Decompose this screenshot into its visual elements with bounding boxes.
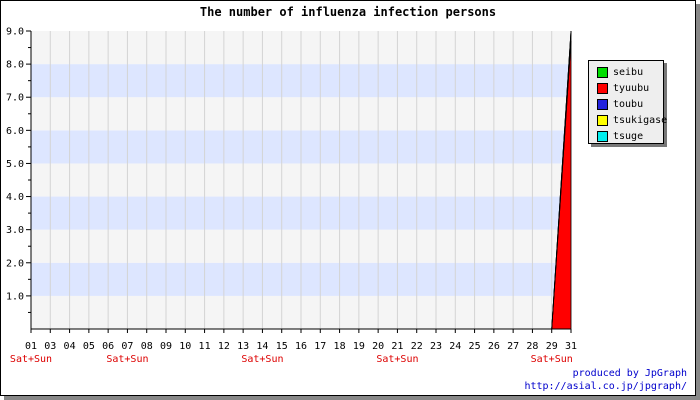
y-tick-label: 8.0 xyxy=(6,60,24,71)
x-tick-label: 04 xyxy=(64,341,76,352)
credit: produced by JpGraph http://asial.co.jp/j… xyxy=(524,367,687,393)
x-tick-label: 09 xyxy=(160,341,172,352)
x-tick-label: 23 xyxy=(430,341,442,352)
weekend-label: Sat+Sun xyxy=(106,354,148,365)
legend-swatch xyxy=(597,98,608,110)
y-tick-label: 7.0 xyxy=(6,93,24,104)
x-tick-label: 07 xyxy=(121,341,133,352)
legend-label: tyuubu xyxy=(613,82,650,94)
legend-label: tsukigase xyxy=(613,114,668,126)
x-tick-label: 12 xyxy=(218,341,230,352)
x-tick-label: 11 xyxy=(199,341,211,352)
credit-url: http://asial.co.jp/jpgraph/ xyxy=(524,381,687,392)
x-tick-label: 03 xyxy=(44,341,56,352)
legend: seibu tyuubu toubu tsukigase tsuge xyxy=(588,60,667,144)
y-tick-label: 4.0 xyxy=(6,192,24,203)
weekend-label: Sat+Sun xyxy=(376,354,418,365)
x-tick-label: 15 xyxy=(276,341,288,352)
x-tick-label: 27 xyxy=(507,341,519,352)
weekend-label: Sat+Sun xyxy=(241,354,283,365)
weekend-label: Sat+Sun xyxy=(10,354,52,365)
legend-swatch xyxy=(597,82,608,94)
y-tick-label: 5.0 xyxy=(6,159,24,170)
y-tick-label: 2.0 xyxy=(6,258,24,269)
legend-item-seibu: seibu xyxy=(597,64,663,80)
y-tick-label: 6.0 xyxy=(6,126,24,137)
x-tick-label: 21 xyxy=(391,341,403,352)
weekend-label: Sat+Sun xyxy=(531,354,573,365)
x-tick-label: 17 xyxy=(314,341,326,352)
x-tick-label: 13 xyxy=(237,341,249,352)
x-tick-label: 10 xyxy=(179,341,191,352)
chart-plot: 1.0 2.0 3.0 4.0 5.0 6.0 7.0 8.0 9.0 01 03 04 05 06 07 0… xyxy=(6,27,577,366)
x-tick-label: 08 xyxy=(141,341,153,352)
legend-label: tsuge xyxy=(613,130,644,142)
x-tick-label: 06 xyxy=(102,341,114,352)
x-tick-label: 25 xyxy=(469,341,481,352)
y-tick-label: 1.0 xyxy=(6,291,24,302)
credit-producer: produced by JpGraph xyxy=(572,368,687,379)
chart-title: The number of influenza infection person… xyxy=(199,5,497,19)
x-tick-label: 16 xyxy=(295,341,307,352)
legend-item-tyuubu: tyuubu xyxy=(597,80,663,96)
legend-label: seibu xyxy=(613,66,644,78)
x-tick-label: 14 xyxy=(256,341,268,352)
legend-swatch xyxy=(597,114,608,126)
x-tick-label: 18 xyxy=(334,341,346,352)
legend-item-toubu: toubu xyxy=(597,96,663,112)
x-tick-label: 22 xyxy=(411,341,423,352)
x-tick-label: 28 xyxy=(526,341,538,352)
legend-swatch xyxy=(597,66,608,78)
legend-item-tsukigase: tsukigase xyxy=(597,112,667,128)
x-tick-label: 31 xyxy=(565,341,577,352)
x-tick-label: 29 xyxy=(546,341,558,352)
x-tick-label: 24 xyxy=(449,341,461,352)
x-tick-label: 01 xyxy=(25,341,37,352)
legend-label: toubu xyxy=(613,98,644,110)
x-tick-label: 19 xyxy=(353,341,365,352)
legend-item-tsuge: tsuge xyxy=(597,128,663,144)
x-tick-label: 26 xyxy=(488,341,500,352)
y-tick-label: 3.0 xyxy=(6,225,24,236)
x-tick-label: 05 xyxy=(83,341,95,352)
y-tick-label: 9.0 xyxy=(6,27,24,38)
legend-swatch xyxy=(597,130,608,142)
x-tick-label: 20 xyxy=(372,341,384,352)
